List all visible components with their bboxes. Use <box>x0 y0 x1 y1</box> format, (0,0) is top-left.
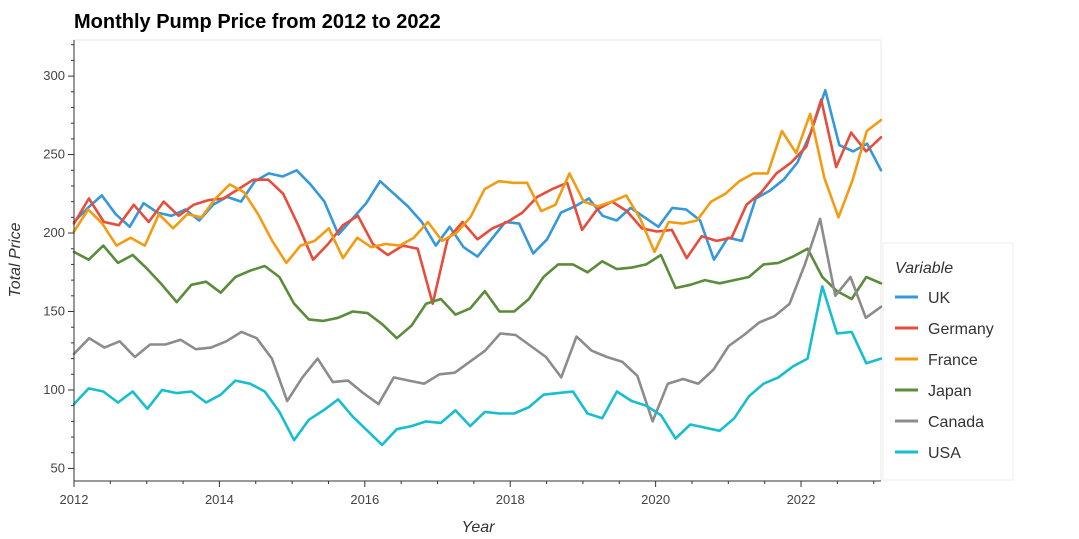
legend-label-germany: Germany <box>928 321 994 338</box>
series-line-canada <box>72 217 883 423</box>
y-tick-label: 150 <box>43 304 65 319</box>
x-axis-ticks: 2012 2014 2016 2018 2020 2022 <box>60 481 875 507</box>
y-tick-label: 250 <box>43 147 65 162</box>
series-line-france <box>72 112 883 265</box>
x-axis-label: Year <box>462 519 496 536</box>
series-line-usa <box>72 285 883 447</box>
series-line-germany <box>72 98 883 306</box>
x-tick-label: 2014 <box>205 492 234 507</box>
x-tick-label: 2018 <box>496 492 525 507</box>
series-line-uk <box>72 88 883 262</box>
x-tick-label: 2020 <box>641 492 670 507</box>
plot-frame <box>73 39 882 482</box>
legend-items: UK Germany France Japan Canada USA <box>895 290 994 462</box>
y-tick-label: 100 <box>43 382 65 397</box>
x-tick-label: 2016 <box>350 492 379 507</box>
legend-label-france: France <box>928 352 978 369</box>
y-axis-label: Total Price <box>7 222 24 297</box>
legend-label-japan: Japan <box>928 383 972 400</box>
legend-title: Variable <box>895 260 953 277</box>
legend-label-uk: UK <box>928 290 951 307</box>
legend-label-canada: Canada <box>928 414 984 431</box>
x-tick-label: 2012 <box>60 492 89 507</box>
x-tick-label: 2022 <box>787 492 816 507</box>
series-lines <box>72 88 883 447</box>
series-line-japan <box>72 244 883 340</box>
y-axis-ticks: 50 100 150 200 250 300 <box>43 44 74 475</box>
y-tick-label: 200 <box>43 225 65 240</box>
legend-label-usa: USA <box>928 445 961 462</box>
legend: Variable UK Germany France Japan Canada USA <box>882 242 1014 481</box>
y-tick-label: 50 <box>51 460 65 475</box>
chart-title: Monthly Pump Price from 2012 to 2022 <box>74 11 441 33</box>
legend-box <box>882 242 1014 481</box>
y-tick-label: 300 <box>43 68 65 83</box>
